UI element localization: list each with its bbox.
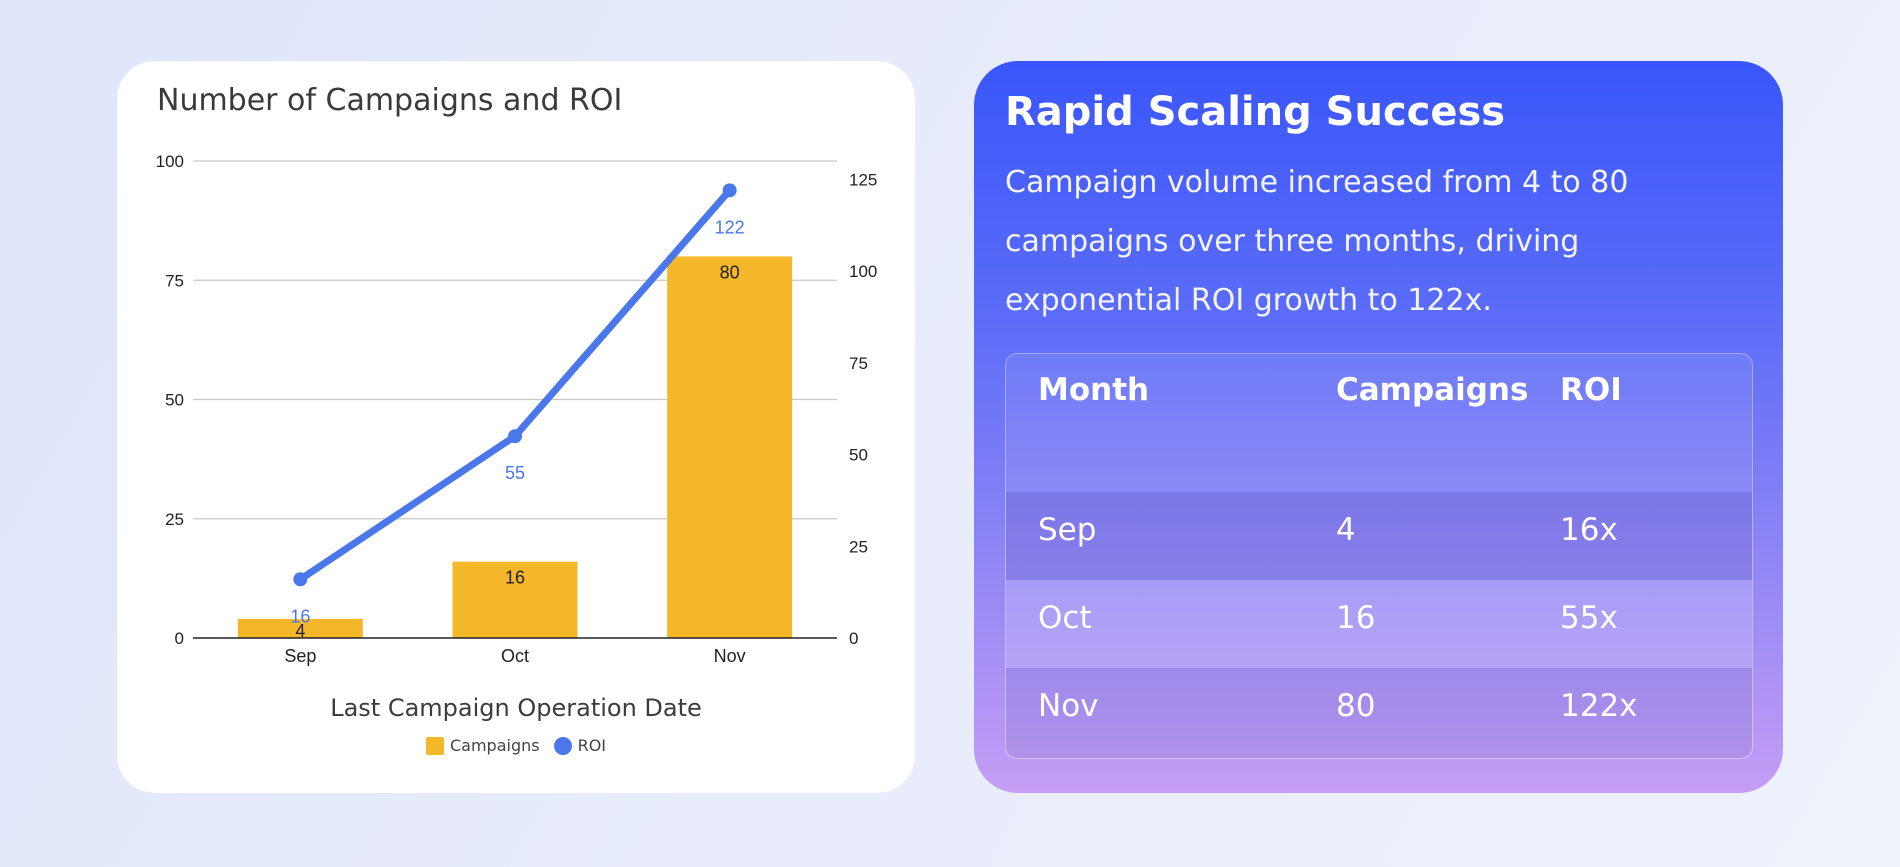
roi-data-label: 16 — [290, 606, 310, 626]
legend-item-campaigns: Campaigns — [425, 736, 540, 755]
table-row: Sep 4 16x — [1006, 492, 1752, 580]
roi-line — [296, 186, 734, 583]
y-right-tick-label: 75 — [849, 354, 868, 373]
table-row: Oct 16 55x — [1006, 580, 1752, 668]
legend-label-roi: ROI — [577, 736, 607, 755]
chart-card: 0 25 50 75 100 0 25 50 75 100 125 4 16 80 16 55 122 Sep Oc… — [117, 61, 915, 793]
cell-month: Oct — [1038, 600, 1092, 636]
table-row: Nov 80 122x — [1006, 668, 1752, 758]
cell-roi: 16x — [1560, 512, 1618, 548]
y-right-tick-label: 0 — [849, 629, 858, 648]
bar-label-campaigns: 4 — [295, 621, 305, 641]
roi-swatch — [553, 736, 572, 755]
x-axis-title: Last Campaign Operation Date — [330, 694, 702, 722]
legend-label-campaigns: Campaigns — [449, 736, 540, 755]
header-month: Month — [1038, 372, 1150, 408]
x-tick-label: Sep — [284, 646, 316, 666]
chart-title: Number of Campaigns and ROI — [157, 83, 623, 118]
header-campaigns: Campaigns — [1336, 372, 1529, 408]
y-left-tick-label: 100 — [156, 152, 184, 171]
cell-month: Nov — [1038, 688, 1099, 724]
info-description: Campaign volume increased from 4 to 80 c… — [1005, 165, 1629, 318]
campaigns-swatch — [425, 736, 444, 755]
bar-campaigns-nov — [667, 256, 793, 638]
y-right-tick-label: 25 — [849, 537, 868, 556]
cell-roi: 122x — [1560, 688, 1638, 724]
y-left-tick-label: 50 — [165, 391, 184, 410]
roi-point-nov — [722, 183, 737, 198]
header-roi: ROI — [1560, 372, 1622, 408]
cell-roi: 55x — [1560, 600, 1618, 636]
roi-data-label: 55 — [505, 463, 525, 483]
info-card: Rapid Scaling Success Campaign volume in… — [974, 61, 1783, 793]
roi-point-oct — [508, 429, 522, 444]
y-left-tick-label: 25 — [165, 510, 184, 529]
roi-data-label: 122 — [715, 217, 745, 237]
y-right-tick-label: 125 — [849, 170, 877, 189]
x-tick-label: Nov — [714, 646, 746, 666]
cell-campaigns: 4 — [1336, 512, 1356, 548]
bar-campaigns-oct — [452, 561, 578, 638]
chart-legend: Campaigns ROI — [117, 736, 915, 755]
y-left-tick-label: 0 — [175, 629, 184, 648]
table-header-row: Month Campaigns ROI — [1006, 354, 1752, 492]
bar-campaigns-sep — [237, 618, 363, 638]
cell-campaigns: 16 — [1336, 600, 1376, 636]
x-tick-label: Oct — [501, 646, 529, 666]
roi-point-sep — [293, 572, 308, 587]
y-left-tick-label: 75 — [165, 271, 184, 290]
y-right-tick-label: 100 — [849, 262, 877, 281]
bar-label-campaigns: 16 — [505, 568, 525, 588]
bar-label-campaigns: 80 — [720, 262, 740, 282]
cell-month: Sep — [1038, 512, 1097, 548]
info-title: Rapid Scaling Success — [1005, 89, 1506, 135]
y-right-tick-label: 50 — [849, 446, 868, 465]
stats-table: Month Campaigns ROI Sep 4 16x Oct 16 55x… — [1005, 353, 1753, 759]
cell-campaigns: 80 — [1336, 688, 1376, 724]
legend-item-roi: ROI — [553, 736, 607, 755]
